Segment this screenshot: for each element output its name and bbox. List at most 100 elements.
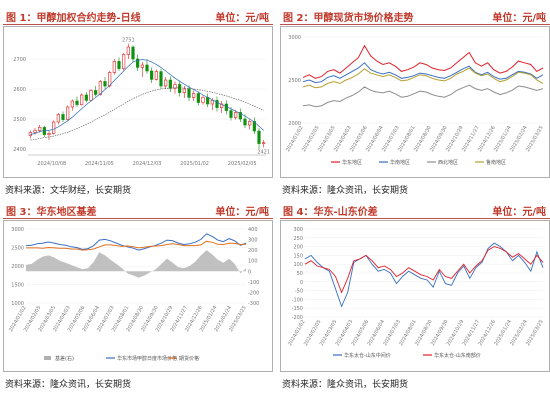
x-tick-label: 2025/02/05 [228, 161, 257, 167]
y-tick-label: 100 [293, 262, 303, 268]
panel-header: 图 4：华东-山东价差 单位：元/吨 [280, 200, 550, 219]
y-tick-label: 300 [293, 227, 303, 233]
y-tick-label: 2000 [288, 121, 301, 127]
plot-area: -200 -150 -100 -50 0 50 100 150 200 250 300 2024/01… [280, 220, 550, 372]
candle [262, 142, 266, 144]
candle [117, 61, 121, 69]
legend-label: 西北地区 [438, 159, 458, 166]
candle [47, 133, 51, 135]
y-tick-label: 2000 [11, 264, 24, 270]
plot-area: 2000 2500 3000 2024/01/02 2024/02/05 2024/03/… [280, 26, 550, 178]
candle [182, 88, 186, 93]
y-tick-label: 3000 [11, 227, 24, 233]
candle [42, 127, 46, 135]
y-tick-label: -100 [292, 297, 303, 303]
chart-title: 图 3：华东地区基差 [6, 207, 97, 218]
series-line [302, 84, 544, 108]
legend-swatch [44, 356, 51, 360]
series-line [304, 242, 544, 308]
legend-label: 华东市场甲醇日度市场价格 [117, 355, 177, 362]
legend-label: 鲁南地区 [486, 159, 506, 166]
candle [229, 110, 233, 118]
series-line [302, 44, 544, 79]
candle [38, 127, 42, 131]
y-tick-label: 3000 [288, 35, 301, 41]
last-label: 2421 [257, 150, 270, 156]
candle [122, 54, 126, 69]
candle [168, 79, 172, 89]
candle [252, 121, 256, 132]
ma-fast-line [30, 59, 264, 135]
candle [196, 93, 200, 103]
unit-label: 单位：元/吨 [215, 207, 269, 218]
candle [98, 81, 102, 95]
candle [192, 93, 196, 98]
candle [89, 90, 93, 101]
candlestick-chart: 2400 2500 2600 2700 2751 2421 2024/10/08 2024/1… [13, 38, 270, 167]
y-tick-label: 0 [300, 280, 303, 286]
y-tick-label: 2500 [11, 246, 24, 252]
y-tick-label: 200 [293, 245, 303, 251]
candle [215, 100, 219, 108]
unit-label: 单位：元/吨 [492, 13, 546, 24]
candle [206, 97, 210, 105]
legend-label: 华东太仓-山东南部价 [434, 352, 481, 359]
x-tick-label: 2024/11/05 [85, 161, 114, 167]
y-tick-label: 150 [293, 253, 303, 259]
candle [238, 112, 242, 120]
y-tick-label: 2700 [13, 57, 26, 63]
panel-header: 图 1：甲醇加权合约走势-日线 单位：元/吨 [3, 6, 273, 25]
y-tick-label: 1000 [11, 301, 24, 307]
candle [154, 71, 158, 80]
candle [61, 114, 65, 120]
y-right-tick-label: 200 [248, 248, 258, 254]
candle [70, 100, 74, 108]
candle [210, 100, 214, 105]
candle [126, 46, 130, 55]
candle [94, 90, 98, 95]
y-tick-label: -50 [295, 289, 303, 295]
candle [220, 103, 224, 108]
chart-title: 图 2：甲醇现货市场价格走势 [283, 13, 414, 24]
y-right-tick-label: 0 [248, 269, 251, 275]
y-tick-label: -200 [292, 315, 303, 321]
series-line [25, 233, 247, 251]
unit-label: 单位：元/吨 [492, 207, 546, 218]
candle [257, 130, 261, 144]
source-note: 资料来源：隆众资讯，长安期货 [282, 186, 409, 196]
chart-panel-2: 图 2：甲醇现货市场价格走势 单位：元/吨 2000 2500 3000 2024/0… [280, 6, 550, 202]
y-tick-label: 2600 [13, 87, 26, 93]
candle [150, 70, 154, 80]
candle [248, 121, 252, 126]
y-right-tick-label: -200 [248, 290, 259, 296]
y-right-tick-label: -100 [248, 280, 259, 286]
x-tick-label: 2024/12/03 [133, 161, 162, 167]
candle [75, 100, 79, 105]
chart-panel-1: 图 1：甲醇加权合约走势-日线 单位：元/吨 2400 2500 2600 2700 2… [3, 6, 273, 202]
source-note: 资料来源：文华财经，长安期货 [5, 186, 132, 196]
candle [173, 84, 177, 89]
candle [112, 61, 116, 73]
candle [243, 118, 247, 126]
candle [103, 81, 107, 87]
legend-label: 华南地区 [390, 159, 410, 166]
candle [145, 64, 149, 72]
x-tick-label: 2024/10/08 [37, 161, 66, 167]
candle [131, 46, 135, 60]
y-right-tick-label: 300 [248, 238, 258, 244]
chart-panel-3: 图 3：华东地区基差 单位：元/吨 1000 1500 2000 2500 3000 -3… [3, 200, 273, 396]
spread-chart: -200-150-100-500501001502002503002024/01… [287, 227, 545, 359]
y-tick-label: 50 [297, 271, 303, 277]
x-tick-label: 2025/03/25 [525, 125, 545, 153]
series-line [26, 240, 247, 251]
candle [159, 71, 163, 87]
y-tick-label: 1500 [11, 283, 24, 289]
panel-header: 图 2：甲醇现货市场价格走势 单位：元/吨 [280, 6, 550, 25]
candle [224, 103, 228, 111]
y-tick-label: -150 [292, 306, 303, 312]
chart-title: 图 1：甲醇加权合约走势-日线 [6, 13, 141, 24]
series-area [26, 250, 246, 278]
ma-slow-line [30, 87, 264, 141]
series-line [304, 246, 544, 294]
candle [201, 97, 205, 103]
